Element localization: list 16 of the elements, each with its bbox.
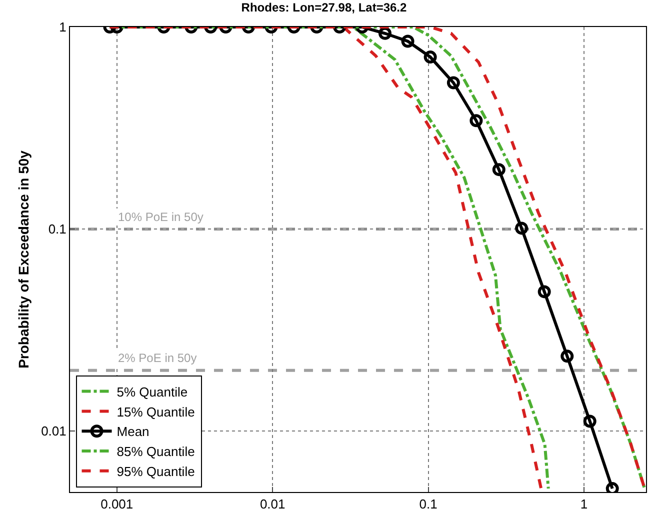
y-tick-label: 1 (59, 20, 66, 35)
x-tick-label: 0.01 (260, 496, 286, 512)
ref-line-label: 2% PoE in 50y (118, 351, 197, 365)
y-tick-label: 0.01 (41, 424, 66, 439)
legend-label: 85% Quantile (116, 444, 195, 460)
legend-label: 95% Quantile (116, 464, 195, 479)
legend-label: 5% Quantile (116, 384, 188, 400)
ref-line-label: 10% PoE in 50y (118, 210, 204, 224)
y-axis-title: Probability of Exceedance in 50y (16, 150, 32, 368)
legend-label: 15% Quantile (116, 404, 195, 420)
y-tick-label: 0.1 (48, 222, 66, 237)
chart-title: Rhodes: Lon=27.98, Lat=36.2 (241, 0, 408, 14)
x-tick-label: 0.1 (419, 496, 438, 512)
legend-label: Mean (116, 424, 150, 440)
x-tick-label: 1 (580, 496, 588, 512)
x-tick-label: 0.001 (100, 496, 134, 512)
